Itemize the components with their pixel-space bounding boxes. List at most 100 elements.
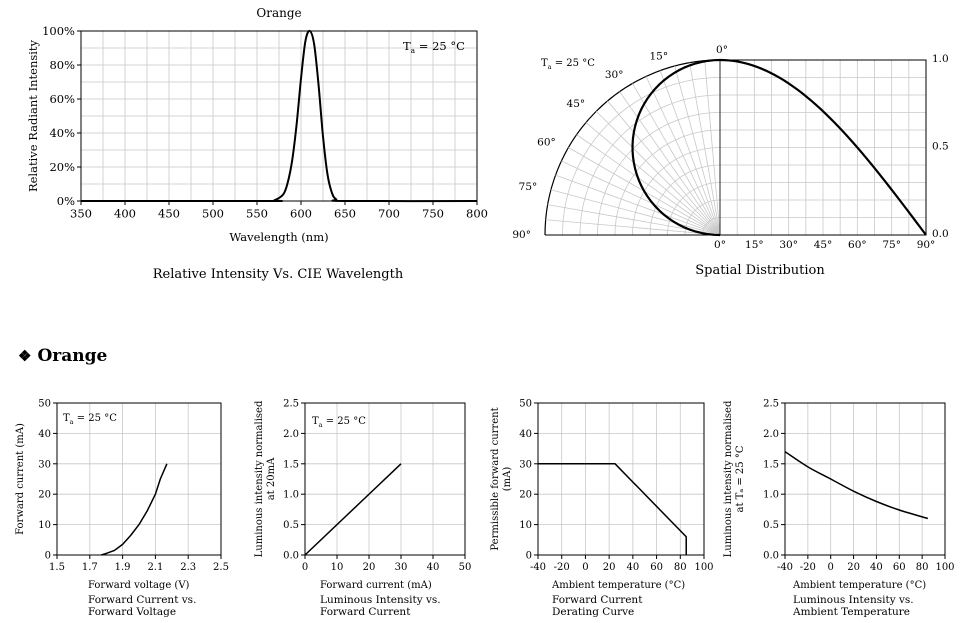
polar-radial-line	[674, 65, 721, 236]
polar-angle-label: 30°	[605, 69, 624, 81]
y-tick-label: 40	[38, 429, 51, 440]
chart-li: 0 10 20 30 40 50 0.0 0.5 1.0 1.5 2.0 2.5 Forward cur…	[254, 399, 471, 619]
y-tick-label: 40%	[49, 126, 75, 140]
temperature-annotation: Ta = 25 °C	[63, 413, 117, 426]
x-tick-label: 600	[290, 207, 312, 221]
x-tick-label: 15°	[745, 239, 764, 251]
x-tick-label: 75°	[882, 239, 901, 251]
polar-radial-line	[550, 189, 721, 236]
x-tick-label: 60°	[848, 239, 867, 251]
y-tick-label: 20	[519, 490, 532, 501]
polar-angle-label: 15°	[649, 50, 668, 62]
polar-radial-line	[595, 110, 721, 236]
chart-caption: Ambient Temperature	[792, 606, 910, 618]
y-tick-label: 20%	[49, 160, 75, 174]
x-tick-label: 60	[893, 562, 906, 573]
polar-angle-label: 60°	[537, 137, 556, 149]
y-tick-label: 2.5	[763, 399, 779, 410]
y-tick-label: 1.0	[932, 53, 949, 65]
polar-radial-line	[619, 91, 721, 236]
x-tick-label: 700	[378, 207, 400, 221]
chart-lt: -40 -20 0 20 40 60 80 100 0.0 0.5 1.0 1.5 2.0 2.5 Ambi…	[723, 399, 955, 619]
x-tick-label: 30	[395, 562, 408, 573]
y-tick-label: 0.5	[932, 141, 949, 153]
polar-radial-line	[704, 60, 721, 236]
series-line	[538, 463, 687, 555]
x-tick-label: 20	[603, 562, 616, 573]
x-tick-label: 100	[935, 562, 954, 573]
polar-radial-line	[585, 122, 721, 236]
series-line	[80, 29, 478, 203]
chart-caption: Spatial Distribution	[695, 263, 825, 278]
x-tick-label: 550	[246, 207, 268, 221]
x-tick-label: 650	[334, 207, 356, 221]
y-tick-label: 50	[519, 399, 532, 410]
y-tick-label: 2.5	[283, 399, 299, 410]
plot-frame	[56, 402, 222, 556]
x-tick-label: 2.1	[147, 562, 163, 573]
x-tick-label: 80	[916, 562, 929, 573]
polar-series-line	[631, 58, 721, 237]
x-tick-label: -20	[800, 562, 816, 573]
plot-frame	[784, 402, 946, 556]
series-line	[304, 463, 402, 556]
x-tick-label: 45°	[814, 239, 833, 251]
y-tick-label: 1.0	[763, 490, 779, 501]
section-heading-label: Orange	[37, 346, 108, 366]
y-axis-label: Luminous intensity normalised	[723, 400, 734, 557]
chart-spatial: 0° 15° 30° 45° 60° 75° 90° 0° 15° 30° 45° 60° 75° 90°…	[512, 44, 948, 278]
plot-frame	[545, 59, 927, 236]
x-tick-label: 1.7	[82, 562, 98, 573]
polar-angle-label: 90°	[512, 229, 531, 241]
polar-radial-line	[689, 62, 721, 236]
chart-caption: Luminous Intensity vs.	[793, 594, 914, 606]
x-tick-label: 0	[582, 562, 588, 573]
y-tick-label: 30	[519, 459, 532, 470]
series-line	[101, 463, 168, 556]
x-tick-label: 40	[427, 562, 440, 573]
y-tick-label: 0.5	[763, 520, 779, 531]
x-tick-label: 800	[466, 207, 488, 221]
polar-radial-line	[645, 76, 721, 236]
chart-iv: 1.5 1.7 1.9 2.1 2.3 2.5 0 10 20 30 40 50 Forward vol…	[15, 399, 229, 619]
y-tick-label: 10	[519, 520, 532, 531]
y-tick-label: 1.5	[763, 459, 779, 470]
chart-caption: Luminous Intensity vs.	[320, 594, 441, 606]
x-axis-label: Forward current (mA)	[320, 580, 432, 591]
x-axis-label: Ambient temperature (°C)	[792, 580, 926, 591]
polar-angle-label: 45°	[567, 98, 586, 110]
y-tick-label: 100%	[42, 24, 75, 38]
diamond-bullet-icon: ❖	[18, 347, 32, 365]
y-tick-label: 0.0	[932, 228, 949, 240]
chart-derating: -40 -20 0 20 40 60 80 100 0 10 20 30 40 50 Ambient tem…	[490, 399, 714, 619]
y-tick-label: 0.0	[763, 551, 779, 562]
x-tick-label: 450	[158, 207, 180, 221]
x-tick-label: 10	[331, 562, 344, 573]
chart-caption: Forward Current	[320, 606, 411, 618]
chart-caption: Forward Current	[552, 594, 643, 606]
y-tick-label: 0.0	[283, 551, 299, 562]
polar-angle-label: 75°	[519, 181, 538, 193]
chart-caption: Relative Intensity Vs. CIE Wavelength	[153, 267, 404, 282]
chart-title: Orange	[256, 6, 301, 20]
y-tick-label: 0	[45, 551, 51, 562]
x-tick-label: 40	[870, 562, 883, 573]
y-axis-label: Relative Radiant Intensity	[26, 39, 40, 192]
x-tick-label: -40	[777, 562, 793, 573]
x-tick-label: 30°	[779, 239, 798, 251]
y-tick-label: 80%	[49, 58, 75, 72]
y-tick-label: 40	[519, 429, 532, 440]
x-tick-label: 1.5	[49, 562, 65, 573]
x-tick-label: 20	[847, 562, 860, 573]
y-tick-label: 60%	[49, 92, 75, 106]
section-heading: ❖ Orange	[18, 346, 107, 366]
y-axis-label: Forward current (mA)	[15, 423, 26, 535]
x-tick-label: 0°	[714, 239, 726, 251]
x-tick-label: 2.3	[180, 562, 196, 573]
x-tick-label: 750	[422, 207, 444, 221]
x-tick-label: 60	[650, 562, 663, 573]
y-tick-label: 30	[38, 459, 51, 470]
polar-radial-line	[659, 70, 721, 236]
y-tick-label: 20	[38, 490, 51, 501]
